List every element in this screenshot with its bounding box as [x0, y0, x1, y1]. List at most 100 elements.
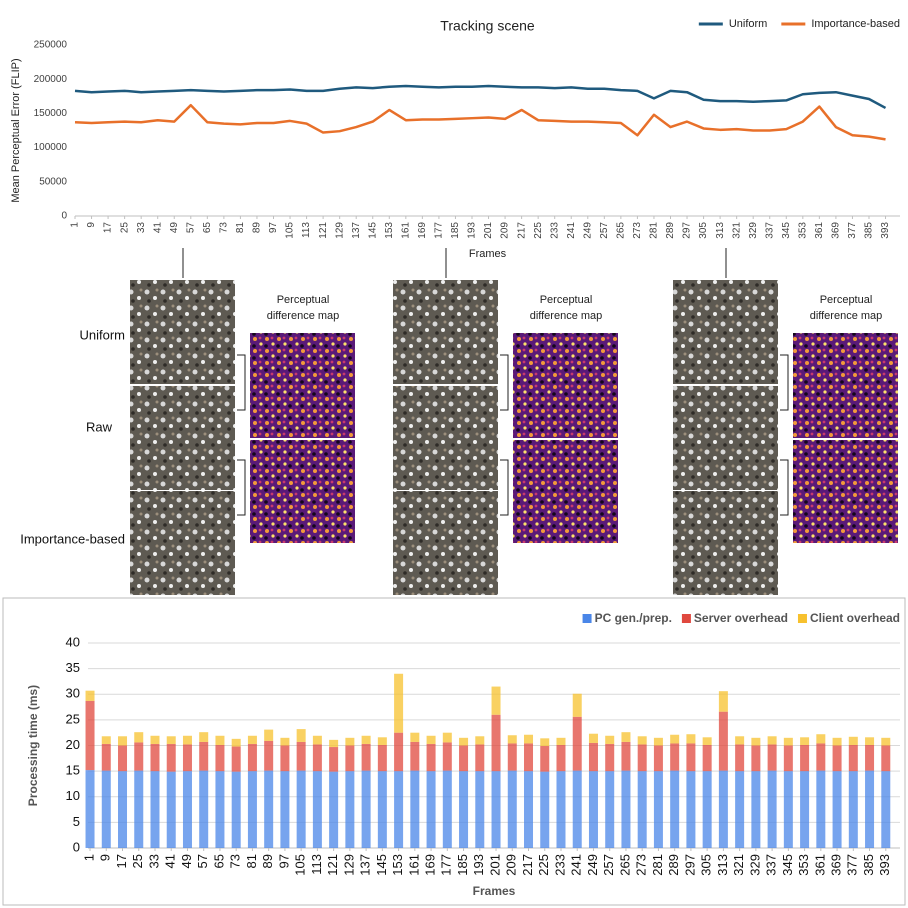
bar-segment	[881, 771, 891, 848]
x-tick-label: 217	[520, 854, 535, 876]
bar-segment	[150, 771, 160, 848]
x-tick-label: 281	[650, 854, 665, 876]
bar-segment	[199, 741, 209, 771]
point-cloud-render	[130, 491, 235, 595]
bar-segment	[264, 729, 274, 741]
x-tick-label: 129	[341, 854, 356, 876]
bar-segment	[783, 745, 793, 772]
bar-segment	[540, 771, 550, 848]
x-tick-label: 201	[483, 222, 494, 239]
x-tick-label: 225	[533, 222, 544, 239]
x-tick-label: 113	[301, 222, 312, 238]
bar-segment	[556, 737, 566, 745]
bar-segment	[199, 732, 209, 742]
x-tick-label: 177	[434, 222, 445, 239]
bar-segment	[410, 770, 420, 848]
y-tick-label: 30	[66, 686, 80, 701]
x-tick-label: 161	[406, 854, 421, 876]
bar-segment	[182, 771, 192, 848]
bar-segment	[783, 737, 793, 746]
bar-segment	[118, 745, 128, 772]
bar-segment	[605, 743, 615, 772]
bar-segment	[621, 732, 631, 742]
bar-segment	[134, 770, 144, 848]
bar-segment	[361, 735, 371, 744]
bar-segment	[507, 770, 517, 848]
bar-segment	[621, 741, 631, 771]
x-tick-label: 65	[211, 854, 226, 868]
bar-segment	[231, 738, 241, 747]
x-tick-label: 249	[585, 854, 600, 876]
difference-map	[793, 440, 898, 543]
bar-segment	[329, 747, 339, 772]
x-tick-label: 265	[617, 854, 632, 876]
bar-segment	[816, 770, 826, 848]
bar-segment	[345, 771, 355, 848]
bar-segment	[475, 771, 485, 848]
bar-segment	[150, 735, 160, 744]
y-tick-label: 0	[73, 839, 80, 854]
x-tick-label: 337	[764, 854, 779, 876]
bar-segment	[686, 734, 696, 744]
y-tick-label: 0	[61, 211, 67, 222]
row-label: Uniform	[79, 327, 125, 342]
legend-swatch	[797, 614, 807, 623]
bar-segment	[572, 770, 582, 848]
bar-segment	[865, 737, 875, 745]
bar-segment	[459, 737, 469, 746]
x-tick-label: 105	[293, 854, 308, 876]
bar-segment	[540, 746, 550, 772]
bar-segment	[670, 734, 680, 744]
bar-segment	[637, 744, 647, 772]
bar-segment	[280, 771, 290, 848]
bar-segment	[670, 770, 680, 848]
x-tick-label: 361	[814, 222, 825, 239]
x-tick-label: 121	[318, 222, 329, 239]
line-series	[74, 103, 886, 141]
bar-segment	[588, 742, 598, 772]
x-tick-label: 105	[285, 222, 296, 239]
x-tick-label: 241	[569, 854, 584, 876]
bar-segment	[702, 771, 712, 848]
bar-segment	[637, 771, 647, 848]
bar-segment	[572, 716, 582, 771]
x-tick-label: 25	[119, 222, 130, 234]
bar-segment	[377, 737, 387, 745]
bar-segment	[280, 745, 290, 772]
x-tick-label: 185	[455, 854, 470, 876]
map-label: Perceptual	[540, 294, 593, 306]
x-tick-label: 81	[235, 222, 246, 234]
bar-segment	[166, 743, 176, 772]
legend-label: Uniform	[729, 18, 768, 30]
x-tick-label: 121	[325, 854, 340, 876]
bar-segment	[491, 771, 501, 848]
bar-segment	[621, 770, 631, 848]
bar-segment	[247, 771, 257, 848]
legend-label: Importance-based	[811, 18, 900, 30]
x-tick-label: 273	[632, 222, 643, 239]
bar-segment	[767, 736, 777, 745]
bar-segment	[475, 744, 485, 772]
x-tick-label: 369	[829, 854, 844, 876]
x-tick-label: 33	[136, 222, 147, 234]
chart-frame	[2, 597, 906, 906]
y-tick-label: 10	[66, 788, 80, 803]
x-tick-label: 73	[219, 222, 230, 234]
bar-segment	[816, 734, 826, 744]
x-tick-label: 225	[536, 854, 551, 876]
x-tick-label: 17	[114, 854, 129, 868]
x-tick-label: 257	[601, 854, 616, 876]
x-tick-label: 297	[682, 222, 693, 239]
x-tick-label: 393	[880, 222, 891, 239]
bar-segment	[848, 736, 858, 745]
y-tick-label: 100000	[34, 142, 68, 153]
map-label: difference map	[267, 310, 340, 322]
bar-segment	[345, 737, 355, 746]
x-axis-title: Frames	[469, 248, 507, 260]
x-tick-label: 209	[504, 854, 519, 876]
x-tick-label: 9	[86, 222, 97, 228]
legend-label: Server overhead	[694, 611, 788, 625]
bar-segment	[215, 771, 225, 848]
x-tick-label: 393	[877, 854, 892, 876]
bar-segment	[394, 771, 404, 848]
